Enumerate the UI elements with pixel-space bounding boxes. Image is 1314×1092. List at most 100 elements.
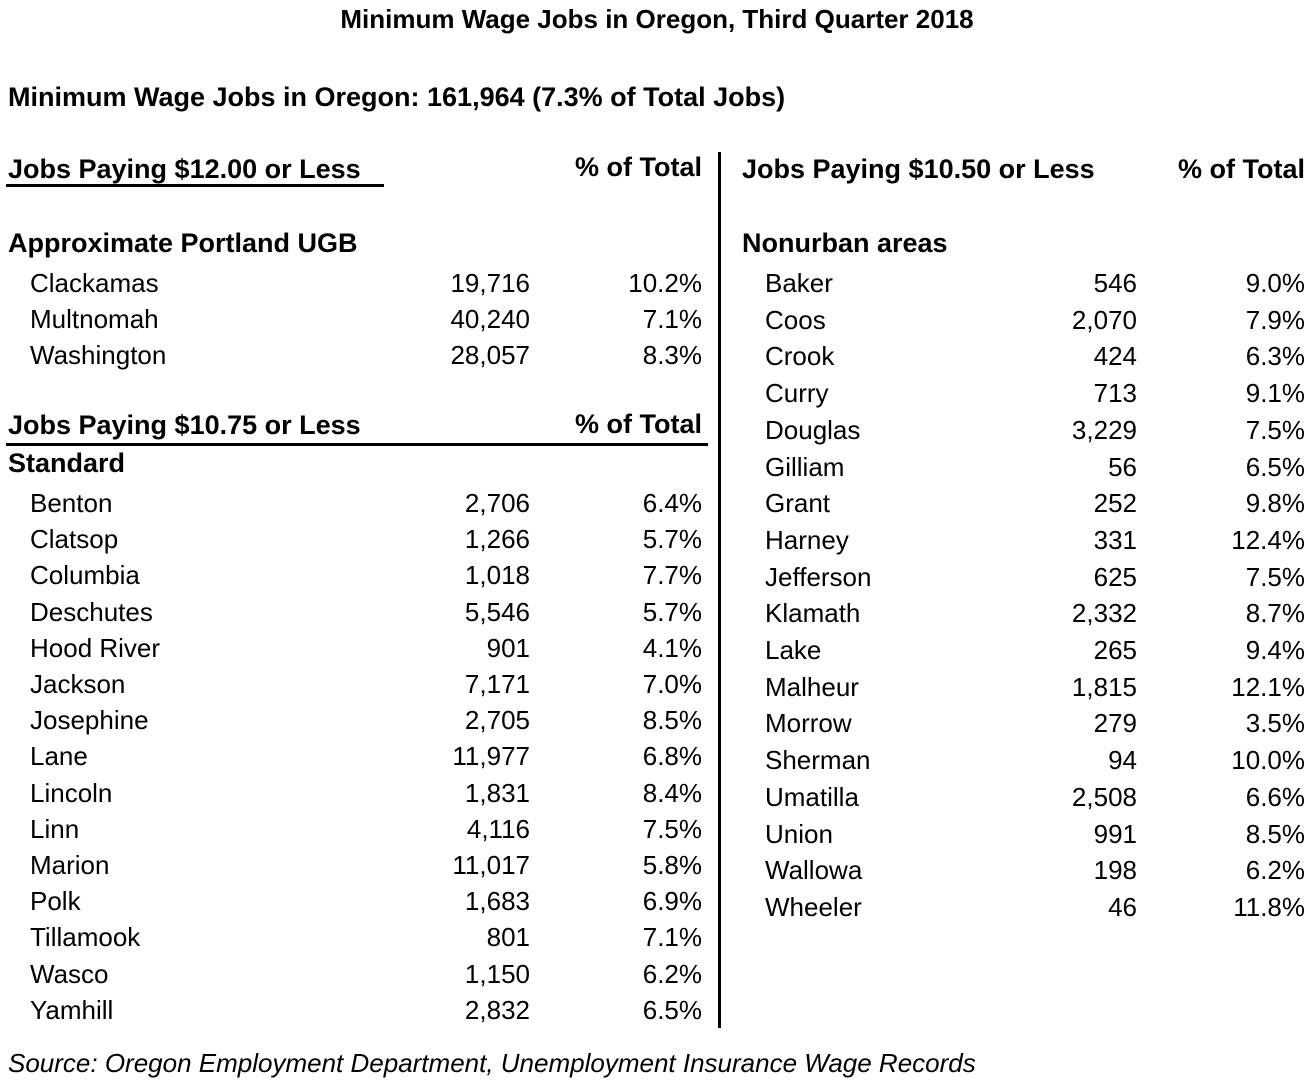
- jobs-count: 40,240: [450, 304, 530, 335]
- table-row: Coos 2,070 7.9%: [765, 302, 1305, 338]
- jobs-count: 2,705: [464, 705, 530, 736]
- left-section1-header: Jobs Paying $12.00 or Less: [8, 154, 361, 184]
- percent-of-total: 7.5%: [1245, 414, 1305, 445]
- table-row: Jefferson 625 7.5%: [765, 559, 1305, 595]
- county-name: Lincoln: [30, 777, 113, 808]
- table-row: Douglas 3,229 7.5%: [765, 412, 1305, 448]
- table-row: Klamath 2,332 8.7%: [765, 595, 1305, 631]
- county-name: Clatsop: [30, 524, 119, 555]
- table-row: Jackson 7,171 7.0%: [30, 666, 702, 702]
- county-name: Wallowa: [765, 855, 863, 886]
- percent-of-total: 6.5%: [1245, 451, 1305, 482]
- summary-line: Minimum Wage Jobs in Oregon: 161,964 (7.…: [8, 82, 786, 112]
- right-header: Jobs Paying $10.50 or Less: [742, 154, 1095, 184]
- county-name: Clackamas: [30, 268, 159, 298]
- table-row: Hood River 901 4.1%: [30, 630, 702, 666]
- left-section1-pct-header: % of Total: [575, 152, 702, 182]
- jobs-count: 1,018: [464, 560, 530, 591]
- left-section1-group: Approximate Portland UGB: [8, 228, 358, 258]
- percent-of-total: 11.8%: [1233, 891, 1305, 922]
- jobs-count: 94: [1108, 745, 1137, 776]
- county-name: Baker: [765, 268, 833, 298]
- jobs-count: 46: [1108, 891, 1137, 922]
- percent-of-total: 10.0%: [1231, 745, 1305, 776]
- column-divider: [718, 152, 721, 1028]
- jobs-count: 5,546: [464, 596, 530, 627]
- percent-of-total: 10.2%: [628, 268, 702, 298]
- table-row: Morrow 279 3.5%: [765, 705, 1305, 741]
- table-row: Curry 713 9.1%: [765, 375, 1305, 411]
- table-row: Clatsop 1,266 5.7%: [30, 521, 702, 557]
- jobs-count: 2,832: [464, 994, 530, 1025]
- percent-of-total: 5.8%: [642, 850, 702, 880]
- county-name: Linn: [30, 813, 80, 844]
- county-name: Coos: [765, 304, 826, 335]
- county-name: Wheeler: [765, 891, 862, 922]
- table-row: Lincoln 1,831 8.4%: [30, 775, 702, 811]
- county-name: Washington: [30, 340, 167, 371]
- table-row: Tillamook 801 7.1%: [30, 919, 702, 955]
- jobs-count: 424: [1093, 341, 1137, 372]
- jobs-count: 28,057: [450, 340, 530, 371]
- jobs-count: 2,070: [1071, 304, 1137, 335]
- jobs-count: 1,150: [464, 958, 530, 989]
- left-section2-header-rule: [6, 443, 708, 446]
- percent-of-total: 8.5%: [1245, 818, 1305, 849]
- table-row: Linn 4,116 7.5%: [30, 811, 702, 847]
- table-row: Benton 2,706 6.4%: [30, 485, 702, 521]
- county-name: Malheur: [765, 671, 859, 702]
- county-name: Sherman: [765, 745, 871, 776]
- jobs-count: 713: [1093, 378, 1137, 409]
- percent-of-total: 7.7%: [642, 560, 702, 591]
- page-title: Minimum Wage Jobs in Oregon, Third Quart…: [340, 4, 974, 34]
- percent-of-total: 9.8%: [1245, 488, 1305, 519]
- table-row: Crook 424 6.3%: [765, 338, 1305, 374]
- percent-of-total: 6.8%: [642, 741, 702, 772]
- table-row: Malheur 1,815 12.1%: [765, 669, 1305, 705]
- table-row: Multnomah 40,240 7.1%: [30, 301, 702, 337]
- left-section2-header: Jobs Paying $10.75 or Less: [8, 410, 361, 440]
- percent-of-total: 6.6%: [1245, 781, 1305, 812]
- table-row: Grant 252 9.8%: [765, 485, 1305, 521]
- table-row: Marion 11,017 5.8%: [30, 847, 702, 883]
- county-name: Klamath: [765, 598, 861, 629]
- percent-of-total: 12.1%: [1231, 671, 1305, 702]
- jobs-count: 279: [1093, 708, 1137, 739]
- table-row: Umatilla 2,508 6.6%: [765, 779, 1305, 815]
- jobs-count: 1,266: [464, 524, 530, 555]
- table-row: Clackamas 19,716 10.2%: [30, 265, 702, 301]
- county-name: Crook: [765, 341, 835, 372]
- jobs-count: 625: [1093, 561, 1137, 592]
- right-group: Nonurban areas: [742, 228, 948, 258]
- jobs-count: 56: [1108, 451, 1137, 482]
- county-name: Columbia: [30, 560, 140, 591]
- table-row: Wheeler 46 11.8%: [765, 889, 1305, 925]
- county-name: Josephine: [30, 705, 149, 736]
- percent-of-total: 8.3%: [642, 340, 702, 371]
- percent-of-total: 12.4%: [1231, 524, 1305, 555]
- percent-of-total: 7.0%: [642, 669, 702, 699]
- percent-of-total: 7.5%: [642, 813, 702, 844]
- county-name: Jackson: [30, 669, 126, 699]
- percent-of-total: 6.5%: [642, 994, 702, 1025]
- table-row: Deschutes 5,546 5.7%: [30, 594, 702, 630]
- jobs-count: 4,116: [466, 813, 530, 844]
- percent-of-total: 6.2%: [642, 958, 702, 989]
- county-name: Harney: [765, 524, 849, 555]
- county-name: Gilliam: [765, 451, 845, 482]
- table-row: Lane 11,977 6.8%: [30, 738, 702, 774]
- county-name: Hood River: [30, 632, 161, 663]
- jobs-count: 11,977: [452, 741, 530, 772]
- percent-of-total: 9.0%: [1245, 268, 1305, 298]
- percent-of-total: 6.9%: [642, 886, 702, 917]
- county-name: Lane: [30, 741, 88, 772]
- table-row: Columbia 1,018 7.7%: [30, 557, 702, 593]
- table-row: Sherman 94 10.0%: [765, 742, 1305, 778]
- percent-of-total: 8.5%: [642, 705, 702, 736]
- percent-of-total: 7.1%: [642, 304, 702, 335]
- county-name: Jefferson: [765, 561, 872, 592]
- table-row: Yamhill 2,832 6.5%: [30, 992, 702, 1028]
- left-section2-pct-header: % of Total: [575, 409, 702, 439]
- jobs-count: 198: [1093, 855, 1137, 886]
- table-row: Washington 28,057 8.3%: [30, 337, 702, 373]
